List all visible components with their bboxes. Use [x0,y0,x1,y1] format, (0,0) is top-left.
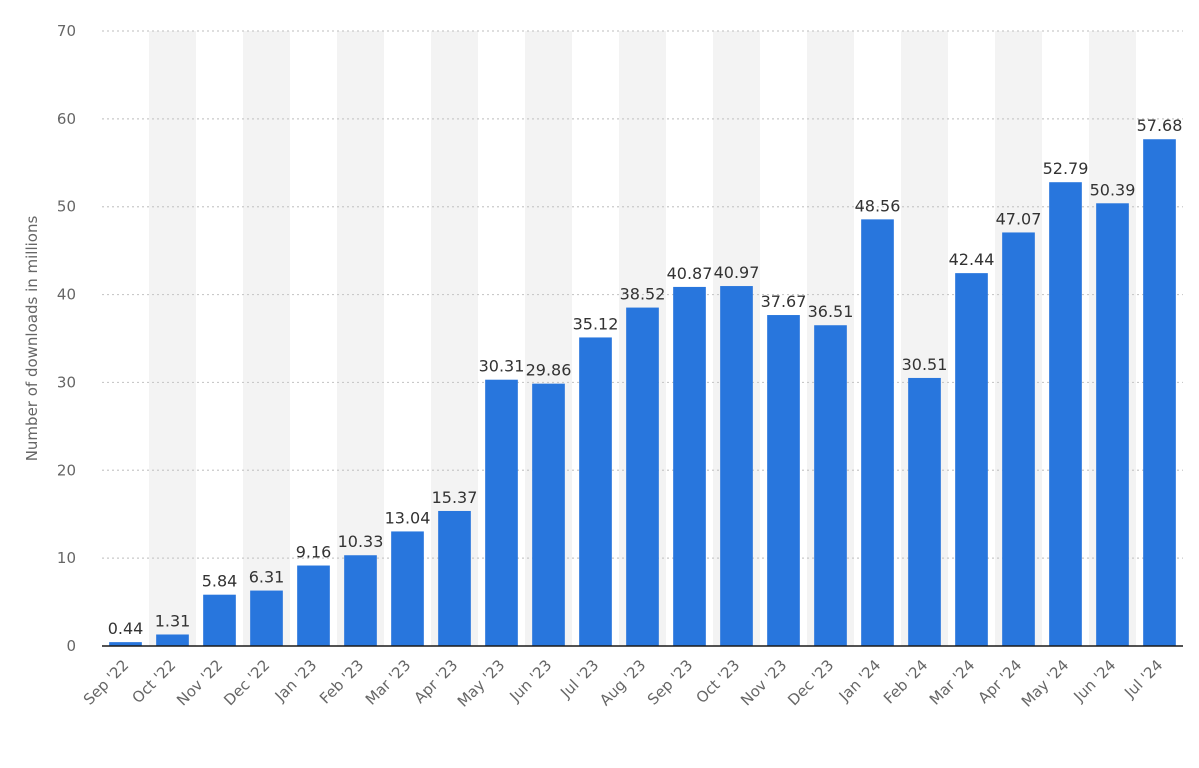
bar [203,594,236,646]
bar [344,555,377,646]
data-label: 29.86 [526,361,572,380]
x-tick-label: Dec '23 [784,656,837,709]
x-tick-label: Oct '23 [692,656,743,707]
x-tick-label: Jul '24 [1120,656,1166,702]
data-label: 38.52 [620,285,666,304]
bar [250,590,283,646]
y-tick-label: 30 [57,373,76,391]
bar [297,565,330,646]
y-tick-label: 50 [57,198,76,216]
y-tick-label: 70 [57,22,76,40]
data-label: 6.31 [249,568,285,587]
bar [1049,182,1082,646]
bar [673,286,706,646]
x-tick-label: Jan '24 [835,656,885,706]
data-label: 35.12 [573,314,619,333]
y-axis-label: Number of downloads in millions [23,216,41,462]
bar [485,379,518,646]
column-band [243,31,290,646]
y-tick-label: 20 [57,461,76,479]
x-tick-label: Apr '24 [974,656,1025,707]
bar [908,377,941,646]
x-tick-label: Feb '24 [880,656,931,707]
data-label: 9.16 [296,543,332,562]
x-tick-label: Nov '23 [737,656,790,709]
bar [626,307,659,646]
column-band [149,31,196,646]
x-tick-label: Aug '23 [596,656,649,709]
x-tick-label: May '23 [454,656,508,710]
data-label: 0.44 [108,619,144,638]
x-tick-label: Sep '23 [644,656,697,709]
x-tick-label: Mar '23 [362,656,415,709]
x-tick-label: Jan '23 [271,656,321,706]
y-tick-label: 40 [57,286,76,304]
bar [1143,139,1176,647]
bar [579,337,612,646]
data-label: 48.56 [855,196,901,215]
bar [814,325,847,646]
data-label: 50.39 [1090,180,1136,199]
data-label: 36.51 [808,302,854,321]
data-label: 47.07 [996,209,1042,228]
data-label: 42.44 [949,250,995,269]
data-label: 37.67 [761,292,807,311]
bars [109,139,1176,647]
data-label: 30.51 [902,355,948,374]
data-label: 10.33 [338,532,384,551]
x-tick-label: Apr '23 [410,656,461,707]
x-tick-label: Dec '22 [220,656,273,709]
bar [532,383,565,646]
column-band [337,31,384,646]
bar [1002,232,1035,646]
x-tick-label: Mar '24 [926,656,979,709]
bar [1096,203,1129,647]
x-tick-label: Nov '22 [173,656,226,709]
bar [109,642,142,646]
y-axis-ticks: 0 10 20 30 40 50 60 70 [57,22,76,655]
data-label: 13.04 [385,508,431,527]
x-tick-label: Sep '22 [80,656,133,709]
x-tick-label: Jun '24 [1070,656,1120,706]
x-tick-label: Jun '23 [506,656,556,706]
x-tick-label: Feb '23 [316,656,367,707]
x-tick-label: May '24 [1018,656,1072,710]
y-tick-label: 10 [57,549,76,567]
x-tick-label: Jul '23 [556,656,602,702]
data-label: 40.87 [667,264,713,283]
bar [438,510,471,646]
bar [391,531,424,646]
y-tick-label: 0 [66,637,76,655]
data-label: 57.68 [1137,116,1183,135]
bar [767,315,800,646]
data-label: 1.31 [155,611,191,630]
bar [720,286,753,646]
bar [955,273,988,646]
x-tick-label: Oct '22 [128,656,179,707]
bar [156,634,189,646]
data-label: 40.97 [714,263,760,282]
data-label: 52.79 [1043,159,1089,178]
data-label: 30.31 [479,357,525,376]
y-tick-label: 60 [57,110,76,128]
data-label: 5.84 [202,572,238,591]
bar [861,219,894,646]
data-label: 15.37 [432,488,478,507]
